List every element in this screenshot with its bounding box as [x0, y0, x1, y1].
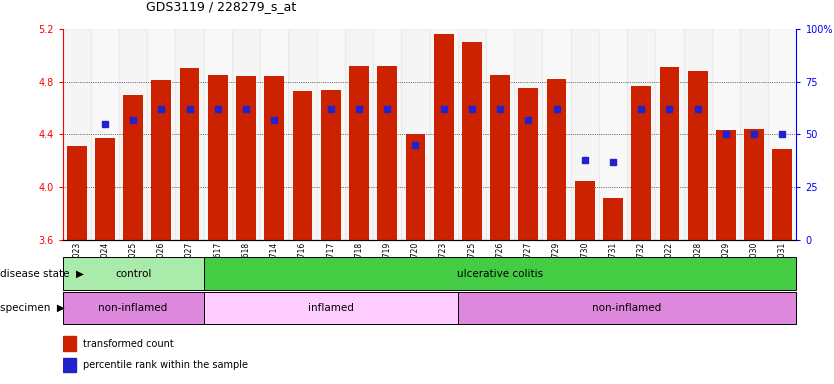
Bar: [349, 66, 369, 240]
Bar: [260, 29, 289, 240]
Bar: [293, 91, 313, 240]
Text: percentile rank within the sample: percentile rank within the sample: [83, 360, 248, 370]
Bar: [377, 66, 397, 240]
Bar: [123, 95, 143, 240]
Text: control: control: [115, 268, 151, 279]
Bar: [458, 292, 796, 324]
Bar: [515, 29, 542, 240]
Bar: [67, 146, 87, 240]
Bar: [63, 336, 76, 351]
Bar: [344, 29, 373, 240]
Text: ulcerative colitis: ulcerative colitis: [457, 268, 543, 279]
Bar: [627, 29, 656, 240]
Bar: [660, 67, 680, 240]
Bar: [656, 29, 684, 240]
Bar: [175, 29, 203, 240]
Bar: [236, 76, 256, 240]
Bar: [599, 29, 627, 240]
Bar: [711, 29, 740, 240]
Bar: [570, 29, 599, 240]
Bar: [631, 86, 651, 240]
Bar: [203, 257, 796, 290]
Bar: [63, 29, 91, 240]
Bar: [458, 29, 486, 240]
Text: disease state  ▶: disease state ▶: [0, 268, 84, 279]
Bar: [462, 42, 482, 240]
Bar: [434, 34, 454, 240]
Bar: [684, 29, 711, 240]
Bar: [519, 88, 538, 240]
Bar: [603, 198, 623, 240]
Bar: [405, 134, 425, 240]
Bar: [744, 129, 764, 240]
Bar: [740, 29, 768, 240]
Text: specimen  ▶: specimen ▶: [0, 303, 65, 313]
Bar: [542, 29, 570, 240]
Bar: [152, 80, 171, 240]
Bar: [208, 75, 228, 240]
Bar: [289, 29, 317, 240]
Bar: [688, 71, 707, 240]
Text: GDS3119 / 228279_s_at: GDS3119 / 228279_s_at: [146, 0, 296, 13]
Bar: [546, 79, 566, 240]
Bar: [119, 29, 148, 240]
Text: non-inflamed: non-inflamed: [98, 303, 168, 313]
Bar: [321, 89, 340, 240]
Bar: [203, 292, 458, 324]
Text: transformed count: transformed count: [83, 339, 173, 349]
Bar: [63, 292, 203, 324]
Bar: [768, 29, 796, 240]
Bar: [716, 131, 736, 240]
Bar: [317, 29, 344, 240]
Bar: [63, 257, 203, 290]
Bar: [575, 180, 595, 240]
Bar: [430, 29, 458, 240]
Bar: [148, 29, 175, 240]
Bar: [264, 76, 284, 240]
Text: inflamed: inflamed: [308, 303, 354, 313]
Bar: [91, 29, 119, 240]
Bar: [772, 149, 792, 240]
Bar: [486, 29, 515, 240]
Bar: [232, 29, 260, 240]
Bar: [203, 29, 232, 240]
Bar: [63, 358, 76, 372]
Bar: [401, 29, 430, 240]
Bar: [95, 138, 115, 240]
Bar: [179, 68, 199, 240]
Text: non-inflamed: non-inflamed: [592, 303, 661, 313]
Bar: [490, 75, 510, 240]
Bar: [373, 29, 401, 240]
